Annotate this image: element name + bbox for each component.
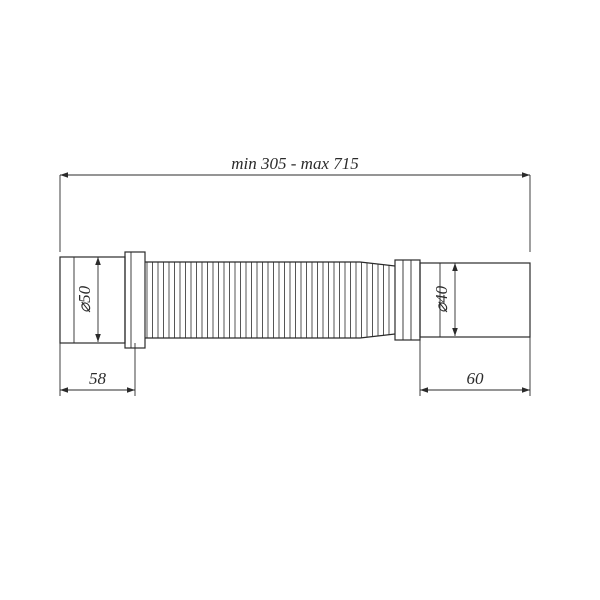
diameter-label: ⌀40	[432, 285, 451, 313]
diameter-label: ⌀50	[75, 285, 94, 313]
technical-drawing: min 305 - max 715 58 60 ⌀50 ⌀40	[0, 0, 600, 600]
dimension-label: 58	[89, 369, 107, 388]
dimension-label: min 305 - max 715	[231, 154, 358, 173]
dimension-label: 60	[467, 369, 485, 388]
